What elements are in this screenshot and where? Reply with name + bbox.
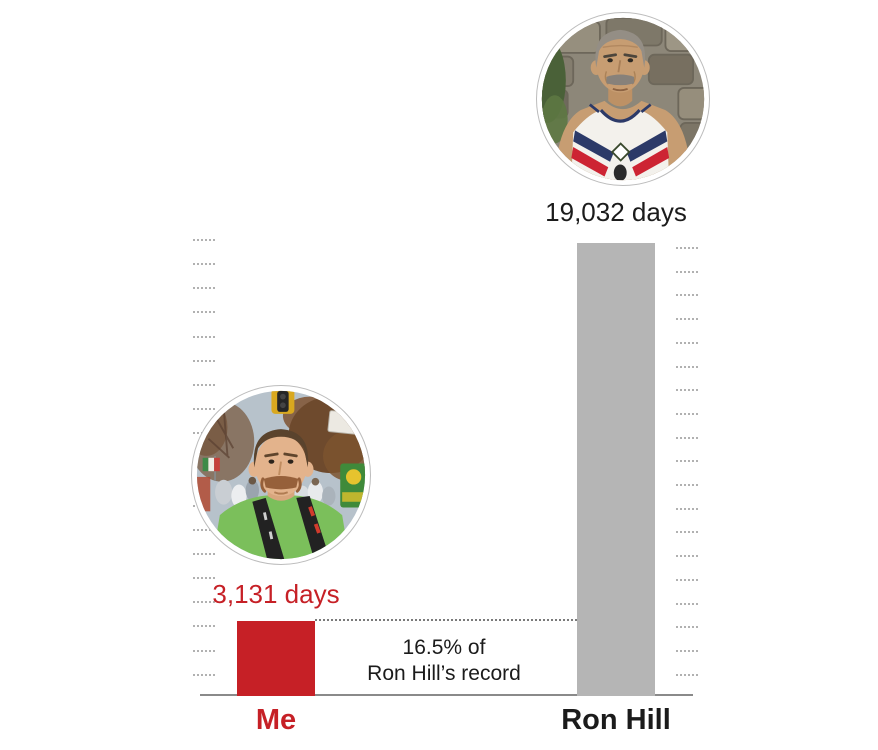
right-tick-mark [676, 555, 698, 557]
x-axis-baseline [200, 694, 693, 696]
right-tick-mark [676, 413, 698, 415]
right-tick-mark [676, 247, 698, 249]
right-tick-mark [676, 389, 698, 391]
right-tick-mark [676, 437, 698, 439]
bar-ron-hill [577, 243, 655, 696]
right-tick-mark [676, 531, 698, 533]
left-tick-mark [193, 625, 215, 627]
percent-annotation: 16.5% of Ron Hill’s record [367, 635, 521, 687]
right-tick-mark [676, 579, 698, 581]
ron-hill-avatar [536, 12, 710, 186]
percent-annotation-line2: Ron Hill’s record [367, 662, 521, 685]
percent-connector-line [315, 619, 577, 621]
right-tick-mark [676, 460, 698, 462]
right-tick-mark [676, 626, 698, 628]
category-label-me: Me [255, 704, 297, 736]
left-tick-mark [193, 529, 215, 531]
left-tick-mark [193, 553, 215, 555]
category-label-ron-hill: Ron Hill [561, 704, 671, 736]
right-tick-mark [676, 294, 698, 296]
left-tick-mark [193, 384, 215, 386]
right-tick-mark [676, 318, 698, 320]
right-tick-mark [676, 366, 698, 368]
left-tick-mark [193, 360, 215, 362]
left-tick-mark [193, 287, 215, 289]
bar-me [237, 621, 315, 696]
right-tick-mark [676, 508, 698, 510]
ron-hill-photo [541, 17, 705, 181]
me-value-label: 3,131 days [212, 579, 340, 609]
percent-annotation-line1: 16.5% of [402, 636, 486, 659]
me-avatar [191, 385, 371, 565]
left-tick-mark [193, 577, 215, 579]
left-tick-mark [193, 311, 215, 313]
left-tick-mark [193, 674, 215, 676]
left-tick-mark [193, 601, 215, 603]
left-tick-mark [193, 336, 215, 338]
left-tick-mark [193, 239, 215, 241]
right-tick-mark [676, 603, 698, 605]
left-tick-mark [193, 408, 215, 410]
right-tick-mark [676, 271, 698, 273]
right-tick-mark [676, 484, 698, 486]
left-tick-mark [193, 263, 215, 265]
right-tick-mark [676, 650, 698, 652]
me-photo [196, 390, 366, 560]
left-tick-mark [193, 650, 215, 652]
ron-hill-value-label: 19,032 days [545, 197, 687, 227]
right-tick-mark [676, 342, 698, 344]
right-tick-mark [676, 674, 698, 676]
